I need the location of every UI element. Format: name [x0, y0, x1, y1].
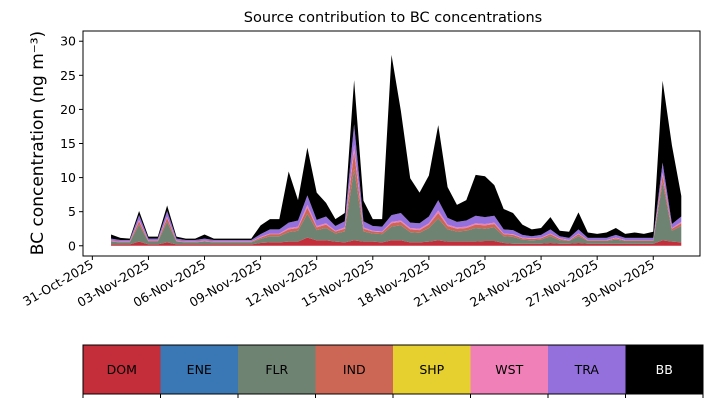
area-wst	[111, 144, 682, 242]
y-tick-label: 25	[60, 68, 76, 83]
y-tick-label: 10	[60, 170, 76, 185]
y-tick-label: 30	[60, 34, 76, 49]
legend-swatch-bb	[625, 345, 703, 394]
legend-label: ENE	[187, 362, 212, 377]
legend-label: SHP	[419, 362, 444, 377]
legend-swatch-ind	[315, 345, 393, 394]
y-axis-label: BC concentration (ng m⁻³)	[28, 31, 48, 255]
legend-swatch-wst	[470, 345, 548, 394]
legend-label: TRA	[574, 362, 600, 377]
legend-swatch-ene	[160, 345, 238, 394]
legend-label: DOM	[107, 362, 137, 377]
y-tick-label: 5	[68, 204, 76, 219]
y-tick-label: 15	[60, 136, 76, 151]
area-flr	[111, 168, 682, 245]
legend-label: IND	[343, 362, 366, 377]
legend-swatch-dom	[83, 345, 161, 394]
area-ind	[111, 151, 682, 243]
y-tick-label: 20	[60, 102, 76, 117]
legend-bar: DOM ENE FLR IND SHP WST TRA BB	[82, 344, 704, 398]
legend-label: BB	[656, 362, 673, 377]
area-tra	[111, 124, 682, 242]
stacked-areas	[111, 54, 682, 246]
legend-swatch-shp	[393, 345, 471, 394]
legend-swatch-flr	[238, 345, 316, 394]
area-bb	[111, 54, 682, 240]
legend-label: WST	[495, 362, 523, 377]
chart-title: Source contribution to BC concentrations	[244, 10, 542, 26]
area-dom	[111, 237, 682, 246]
y-tick-label: 0	[68, 238, 76, 253]
legend-swatch-tra	[548, 345, 626, 394]
legend-label: FLR	[265, 362, 288, 377]
